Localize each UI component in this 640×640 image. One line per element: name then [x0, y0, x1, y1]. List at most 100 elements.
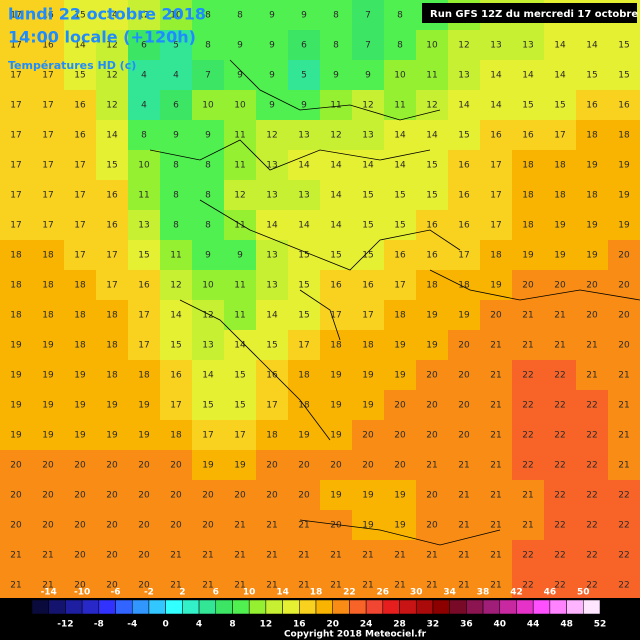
temp-cell	[160, 210, 193, 241]
temp-value: 21	[618, 461, 629, 471]
scale-label-bottom: 12	[260, 620, 273, 630]
scale-swatch	[315, 599, 333, 615]
temp-cell	[480, 480, 513, 511]
temp-cell	[480, 240, 513, 271]
temp-value: 20	[586, 311, 598, 321]
temp-value: 19	[330, 401, 342, 411]
temp-value: 16	[106, 221, 118, 231]
temp-cell	[0, 300, 33, 331]
temp-cell	[576, 270, 609, 301]
temp-cell	[512, 210, 545, 241]
temp-value: 15	[618, 71, 629, 81]
scale-swatch	[399, 599, 417, 615]
temp-cell	[512, 390, 545, 421]
temp-cell	[64, 360, 97, 391]
temp-value: 21	[522, 341, 533, 351]
temp-value: 8	[333, 41, 339, 51]
temp-cell	[480, 30, 513, 61]
temp-cell	[288, 480, 321, 511]
temp-cell	[448, 30, 481, 61]
temp-cell	[576, 540, 609, 571]
temp-cell	[544, 510, 577, 541]
temp-value: 22	[586, 521, 597, 531]
temp-value: 19	[234, 461, 246, 471]
temp-value: 7	[365, 11, 371, 21]
scale-label-top: 2	[179, 588, 185, 598]
temp-value: 19	[586, 221, 598, 231]
temp-value: 21	[298, 521, 309, 531]
temp-value: 14	[266, 221, 278, 231]
temp-value: 21	[298, 581, 309, 591]
temp-cell	[224, 90, 257, 121]
temp-cell	[128, 210, 161, 241]
temp-cell	[512, 240, 545, 271]
temp-cell	[448, 570, 481, 601]
temp-value: 6	[141, 41, 147, 51]
scale-label-bottom: -4	[127, 620, 137, 630]
temp-cell	[96, 540, 129, 571]
temp-cell	[64, 480, 97, 511]
temp-value: 17	[42, 131, 53, 141]
temp-cell	[608, 450, 640, 481]
temp-cell	[576, 120, 609, 151]
temp-value: 6	[301, 41, 307, 51]
temp-value: 21	[426, 581, 437, 591]
temp-cell	[384, 90, 417, 121]
temp-cell	[64, 180, 97, 211]
temp-cell	[256, 330, 289, 361]
temp-value: 19	[10, 341, 22, 351]
temp-cell	[96, 180, 129, 211]
temp-cell	[576, 90, 609, 121]
temp-value: 9	[237, 71, 243, 81]
temp-value: 16	[394, 251, 406, 261]
temp-value: 19	[394, 341, 406, 351]
country-borders	[149, 59, 640, 546]
temp-cell	[416, 300, 449, 331]
temp-value: 13	[266, 191, 277, 201]
temp-value: 19	[426, 311, 438, 321]
temp-value: 21	[362, 581, 373, 591]
temp-value: 21	[426, 551, 437, 561]
temp-cell	[96, 300, 129, 331]
temp-value: 20	[10, 491, 22, 501]
temp-cell	[256, 360, 289, 391]
temp-cell	[96, 570, 129, 601]
temp-value: 21	[618, 401, 629, 411]
temp-value: 18	[394, 311, 406, 321]
temp-cell	[480, 150, 513, 181]
temp-value: 22	[554, 491, 565, 501]
temp-value: 11	[394, 101, 405, 111]
temp-value: 22	[586, 461, 597, 471]
temperature-grid: 17 16 15 14 12 10 8 8 9 9 8 7 8 9 11 13 13 14 15 15 17 16 14 12…	[0, 0, 640, 601]
temp-cell	[128, 390, 161, 421]
temp-value: 17	[554, 131, 565, 141]
temp-cell	[480, 210, 513, 241]
temp-cell	[512, 330, 545, 361]
temp-value: 21	[586, 371, 597, 381]
temp-value: 21	[170, 551, 181, 561]
temp-cell	[32, 270, 65, 301]
temp-value: 8	[205, 191, 211, 201]
scale-label-bottom: 20	[326, 620, 339, 630]
temp-value: 9	[365, 71, 371, 81]
scale-swatch	[48, 599, 66, 615]
temp-value: 17	[234, 431, 245, 441]
temp-value: 21	[266, 581, 277, 591]
temp-cell	[288, 510, 321, 541]
temp-value: 10	[202, 281, 214, 291]
temp-value: 10	[202, 101, 214, 111]
temp-value: 8	[205, 161, 211, 171]
temp-cell	[384, 210, 417, 241]
temp-value: 22	[522, 581, 533, 591]
temp-value: 14	[490, 101, 502, 111]
temp-cell	[32, 300, 65, 331]
temp-value: 21	[426, 461, 437, 471]
temp-cell	[320, 240, 353, 271]
temp-cell	[576, 390, 609, 421]
temp-value: 9	[269, 11, 275, 21]
copyright: Copyright 2018 Meteociel.fr	[284, 630, 427, 640]
temp-value: 18	[362, 341, 374, 351]
temp-cell	[608, 390, 640, 421]
scale-swatch	[232, 599, 250, 615]
temp-cell	[576, 450, 609, 481]
